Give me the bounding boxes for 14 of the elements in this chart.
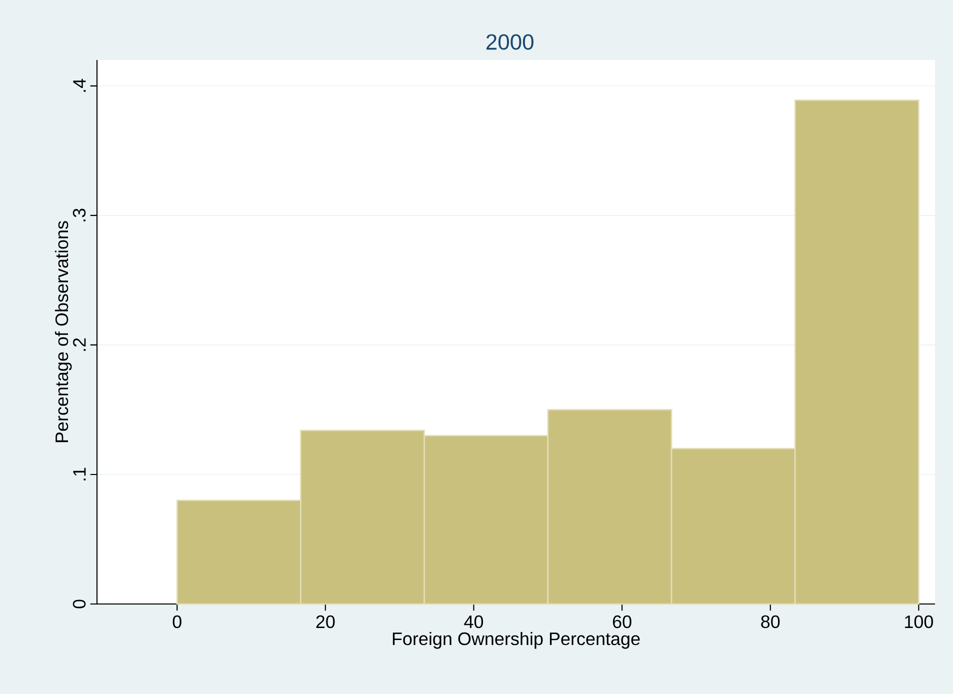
y-tick-label: .1 [73, 468, 86, 480]
x-tick-label: 20 [316, 615, 335, 628]
y-tick-label: 0 [72, 600, 86, 608]
y-tick-label: .2 [73, 338, 86, 351]
x-tick-label: 80 [761, 615, 780, 628]
chart-title: 2000 [486, 34, 534, 50]
x-tick-label: 60 [612, 615, 632, 628]
y-tick-label: .3 [72, 208, 86, 222]
x-tick-label: 100 [905, 615, 933, 628]
y-axis-title: Percentage of Observations [54, 221, 72, 442]
x-tick-label: 40 [464, 615, 484, 628]
y-tick-label: .4 [73, 78, 86, 92]
x-tick-label: 0 [172, 615, 182, 628]
x-axis-title: Foreign Ownership Percentage [392, 632, 640, 649]
